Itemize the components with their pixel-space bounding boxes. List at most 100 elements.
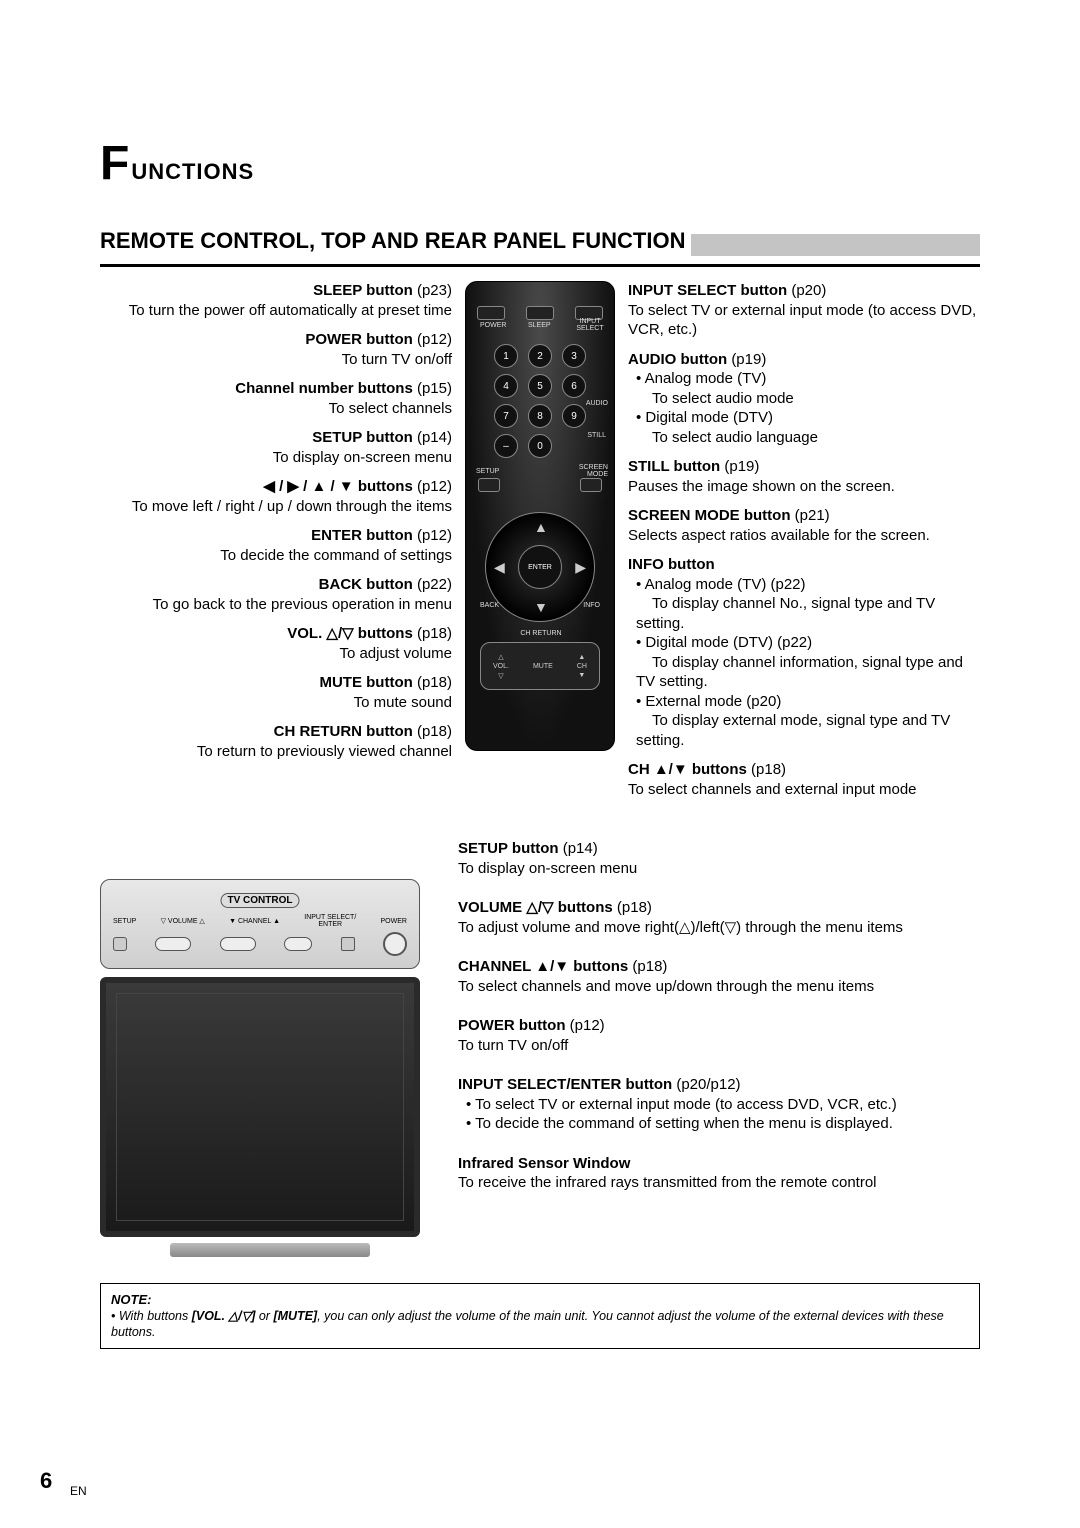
num-7: 7: [494, 404, 518, 428]
bottom-callouts: SETUP button (p14)To display on-screen m…: [458, 839, 980, 1257]
callout-entry: INPUT SELECT/ENTER button (p20/p12)To se…: [458, 1075, 980, 1134]
nav-left-icon: ◀: [494, 559, 505, 576]
tv-control-label: TV CONTROL: [221, 893, 300, 908]
nav-right-icon: ▶: [575, 559, 586, 576]
remote-vol-col: △ VOL. ▽: [493, 653, 509, 680]
heading-gray-fill: [691, 234, 980, 256]
remote-still-label: STILL: [587, 432, 606, 439]
nav-down-icon: ▼: [534, 599, 548, 615]
remote-screen-btn: [580, 478, 602, 492]
remote-nav-ring: ▲ ▼ ◀ ▶ ENTER: [485, 512, 595, 622]
callout-entry: INPUT SELECT button (p20)To select TV or…: [628, 281, 980, 340]
callout-entry: Channel number buttons (p15)To select ch…: [100, 379, 452, 418]
panel-inputenter-label: INPUT SELECT/ ENTER: [304, 914, 356, 928]
vol-down-icon: ▽: [498, 672, 503, 680]
callout-entry: POWER button (p12)To turn TV on/off: [458, 1016, 980, 1055]
remote-enter-btn: ENTER: [518, 545, 562, 589]
num-0: 0: [528, 434, 552, 458]
tv-top-panel: TV CONTROL SETUP ▽ VOLUME △ ▼ CHANNEL ▲ …: [100, 879, 420, 969]
callout-entry: SLEEP button (p23)To turn the power off …: [100, 281, 452, 320]
panel-ir-window: [341, 937, 355, 951]
callout-entry: SCREEN MODE button (p21)Selects aspect r…: [628, 506, 980, 545]
remote-sleep-label: SLEEP: [528, 322, 551, 329]
remote-control-graphic: POWER SLEEP INPUT SELECT 1 2 3 4 5 6 7 8…: [465, 281, 615, 751]
title-initial: F: [100, 140, 129, 188]
panel-volume-btn: [155, 937, 191, 951]
page-number: 6: [40, 1468, 52, 1494]
panel-setup-label: SETUP: [113, 918, 136, 925]
num-9: 9: [562, 404, 586, 428]
callout-entry: SETUP button (p14)To display on-screen m…: [458, 839, 980, 878]
callout-entry: VOL. △/▽ buttons (p18)To adjust volume: [100, 624, 452, 663]
panel-power-btn: [383, 932, 407, 956]
remote-screen-label: SCREEN MODE: [572, 464, 608, 478]
panel-volume-label: ▽ VOLUME △: [161, 917, 205, 925]
num-3: 3: [562, 344, 586, 368]
panel-button-row: [113, 932, 407, 956]
section-heading: REMOTE CONTROL, TOP AND REAR PANEL FUNCT…: [100, 228, 685, 256]
callout-entry: BACK button (p22)To go back to the previ…: [100, 575, 452, 614]
remote-mute-label: MUTE: [533, 663, 553, 670]
panel-callout-grid: TV CONTROL SETUP ▽ VOLUME △ ▼ CHANNEL ▲ …: [100, 839, 980, 1257]
section-heading-row: REMOTE CONTROL, TOP AND REAR PANEL FUNCT…: [100, 228, 980, 256]
tv-stand-graphic: [170, 1243, 370, 1257]
remote-power-btn: [477, 306, 505, 320]
remote-back-label: BACK: [480, 602, 499, 609]
remote-enter-label: ENTER: [528, 564, 552, 571]
vol-up-icon: △: [498, 653, 503, 661]
callout-entry: MUTE button (p18)To mute sound: [100, 673, 452, 712]
callout-entry: CH RETURN button (p18)To return to previ…: [100, 722, 452, 761]
callout-entry: AUDIO button (p19)Analog mode (TV)To sel…: [628, 350, 980, 448]
remote-callout-grid: SLEEP button (p23)To turn the power off …: [100, 281, 980, 809]
remote-ch-col: ▲ CH ▼: [577, 654, 587, 679]
panel-power-label: POWER: [381, 918, 407, 925]
panel-channel-btn: [220, 937, 256, 951]
remote-info-label: INFO: [583, 602, 600, 609]
chapter-title: F UNCTIONS: [100, 140, 980, 188]
nav-up-icon: ▲: [534, 519, 548, 535]
note-bold-1: [VOL. △/▽]: [192, 1309, 256, 1323]
callout-entry: VOLUME △/▽ buttons (p18)To adjust volume…: [458, 898, 980, 937]
right-callouts: INPUT SELECT button (p20)To select TV or…: [628, 281, 980, 809]
callout-entry: CH ▲/▼ buttons (p18)To select channels a…: [628, 760, 980, 799]
panel-label-row: SETUP ▽ VOLUME △ ▼ CHANNEL ▲ INPUT SELEC…: [113, 914, 407, 928]
remote-setup-label: SETUP: [476, 468, 499, 475]
num-5: 5: [528, 374, 552, 398]
remote-chreturn-label: CH RETURN: [516, 630, 566, 637]
remote-sleep-btn: [526, 306, 554, 320]
callout-entry: ◀ / ▶ / ▲ / ▼ buttons (p12)To move left …: [100, 477, 452, 516]
remote-setup-btn: [478, 478, 500, 492]
note-bold-2: [MUTE]: [273, 1309, 317, 1323]
heading-underline: [100, 264, 980, 267]
remote-audio-label: AUDIO: [586, 400, 608, 407]
num-2: 2: [528, 344, 552, 368]
callout-entry: CHANNEL ▲/▼ buttons (p18)To select chann…: [458, 957, 980, 996]
callout-entry: SETUP button (p14)To display on-screen m…: [100, 428, 452, 467]
panel-channel-label: ▼ CHANNEL ▲: [229, 918, 280, 925]
callout-entry: STILL button (p19)Pauses the image shown…: [628, 457, 980, 496]
ch-down-icon: ▼: [578, 672, 585, 679]
callout-entry: Infrared Sensor Window To receive the in…: [458, 1154, 980, 1193]
panel-setup-btn: [113, 937, 127, 951]
callout-entry: ENTER button (p12)To decide the command …: [100, 526, 452, 565]
note-pre: With buttons: [119, 1309, 192, 1323]
remote-vol-ch-pad: △ VOL. ▽ MUTE ▲ CH ▼: [480, 642, 600, 690]
note-body: • With buttons [VOL. △/▽] or [MUTE], you…: [111, 1309, 969, 1340]
remote-input-label: INPUT SELECT: [570, 318, 610, 332]
remote-vol-label: VOL.: [493, 663, 509, 670]
tv-screen-graphic: [100, 977, 420, 1237]
num-6: 6: [562, 374, 586, 398]
panel-input-btn: [284, 937, 312, 951]
ch-up-icon: ▲: [578, 654, 585, 661]
page-content: F UNCTIONS REMOTE CONTROL, TOP AND REAR …: [100, 140, 980, 1349]
num-1: 1: [494, 344, 518, 368]
note-title: NOTE:: [111, 1292, 969, 1307]
remote-illustration-column: POWER SLEEP INPUT SELECT 1 2 3 4 5 6 7 8…: [460, 281, 620, 809]
title-rest: UNCTIONS: [131, 159, 254, 185]
remote-ch-label: CH: [577, 663, 587, 670]
num-8: 8: [528, 404, 552, 428]
left-callouts: SLEEP button (p23)To turn the power off …: [100, 281, 452, 809]
remote-power-label: POWER: [480, 322, 506, 329]
num-4: 4: [494, 374, 518, 398]
num-dash: –: [494, 434, 518, 458]
